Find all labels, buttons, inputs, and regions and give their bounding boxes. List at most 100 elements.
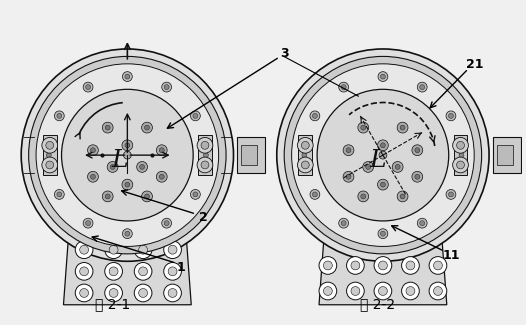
Text: 图 2-2: 图 2-2	[360, 297, 396, 312]
Circle shape	[339, 82, 349, 92]
Circle shape	[193, 113, 198, 118]
Circle shape	[62, 89, 193, 221]
Circle shape	[75, 263, 93, 280]
Circle shape	[83, 82, 93, 92]
Circle shape	[310, 189, 320, 199]
Circle shape	[378, 179, 388, 190]
Circle shape	[145, 125, 149, 130]
Circle shape	[378, 140, 388, 151]
Circle shape	[429, 282, 447, 300]
Circle shape	[87, 171, 98, 182]
Circle shape	[201, 150, 211, 160]
Circle shape	[79, 267, 88, 276]
Text: L: L	[370, 149, 386, 172]
Text: 1: 1	[177, 261, 186, 274]
Circle shape	[380, 182, 386, 187]
Circle shape	[44, 150, 54, 160]
Circle shape	[378, 229, 388, 239]
Circle shape	[109, 245, 118, 254]
Circle shape	[379, 151, 387, 159]
Circle shape	[457, 141, 464, 149]
Circle shape	[190, 111, 200, 121]
Circle shape	[401, 257, 419, 274]
Circle shape	[341, 221, 346, 226]
Circle shape	[347, 282, 364, 300]
Circle shape	[449, 113, 453, 118]
Circle shape	[105, 194, 110, 199]
Bar	[453, 136, 468, 175]
Circle shape	[297, 157, 313, 173]
Circle shape	[197, 137, 213, 153]
Polygon shape	[319, 238, 447, 305]
Circle shape	[156, 171, 167, 182]
Circle shape	[347, 257, 364, 274]
Circle shape	[164, 241, 181, 259]
Circle shape	[301, 141, 309, 149]
Circle shape	[86, 84, 90, 90]
Circle shape	[139, 267, 147, 276]
Circle shape	[139, 289, 147, 297]
Circle shape	[363, 162, 373, 172]
Circle shape	[159, 148, 164, 153]
Circle shape	[361, 125, 366, 130]
Circle shape	[164, 84, 169, 90]
Circle shape	[46, 153, 51, 158]
Circle shape	[323, 287, 332, 295]
Circle shape	[446, 111, 456, 121]
Circle shape	[102, 191, 113, 202]
Circle shape	[168, 245, 177, 254]
Circle shape	[429, 257, 447, 274]
Circle shape	[302, 153, 307, 158]
Bar	[497, 145, 513, 165]
Circle shape	[57, 113, 62, 118]
Circle shape	[141, 122, 153, 133]
Circle shape	[102, 122, 113, 133]
Circle shape	[406, 261, 415, 270]
Circle shape	[90, 148, 95, 153]
Circle shape	[161, 82, 171, 92]
Circle shape	[42, 157, 58, 173]
Circle shape	[449, 192, 453, 197]
Circle shape	[433, 261, 442, 270]
Circle shape	[319, 282, 337, 300]
Circle shape	[457, 161, 464, 169]
Circle shape	[312, 113, 317, 118]
Circle shape	[400, 194, 405, 199]
Circle shape	[79, 245, 88, 254]
Circle shape	[323, 261, 332, 270]
Circle shape	[339, 218, 349, 228]
Circle shape	[312, 192, 317, 197]
Circle shape	[204, 153, 208, 158]
Text: 11: 11	[443, 249, 460, 262]
Circle shape	[105, 263, 123, 280]
Circle shape	[380, 143, 386, 148]
Circle shape	[124, 151, 132, 159]
Circle shape	[139, 245, 147, 254]
Bar	[237, 137, 265, 173]
Circle shape	[433, 287, 442, 295]
Text: 21: 21	[466, 58, 483, 71]
Circle shape	[134, 241, 152, 259]
Circle shape	[28, 57, 226, 254]
Circle shape	[397, 122, 408, 133]
Circle shape	[109, 289, 118, 297]
Circle shape	[123, 72, 132, 82]
Circle shape	[134, 263, 152, 280]
Circle shape	[401, 282, 419, 300]
Circle shape	[420, 84, 424, 90]
Circle shape	[161, 218, 171, 228]
Circle shape	[379, 261, 387, 270]
Circle shape	[291, 64, 474, 246]
Circle shape	[319, 257, 337, 274]
Circle shape	[346, 174, 351, 179]
Circle shape	[79, 289, 88, 297]
Circle shape	[358, 122, 369, 133]
Circle shape	[374, 257, 392, 274]
Text: L: L	[111, 149, 128, 172]
Circle shape	[123, 229, 132, 239]
Circle shape	[297, 137, 313, 153]
Circle shape	[412, 145, 423, 156]
Circle shape	[164, 284, 181, 302]
Circle shape	[201, 141, 209, 149]
Circle shape	[141, 191, 153, 202]
